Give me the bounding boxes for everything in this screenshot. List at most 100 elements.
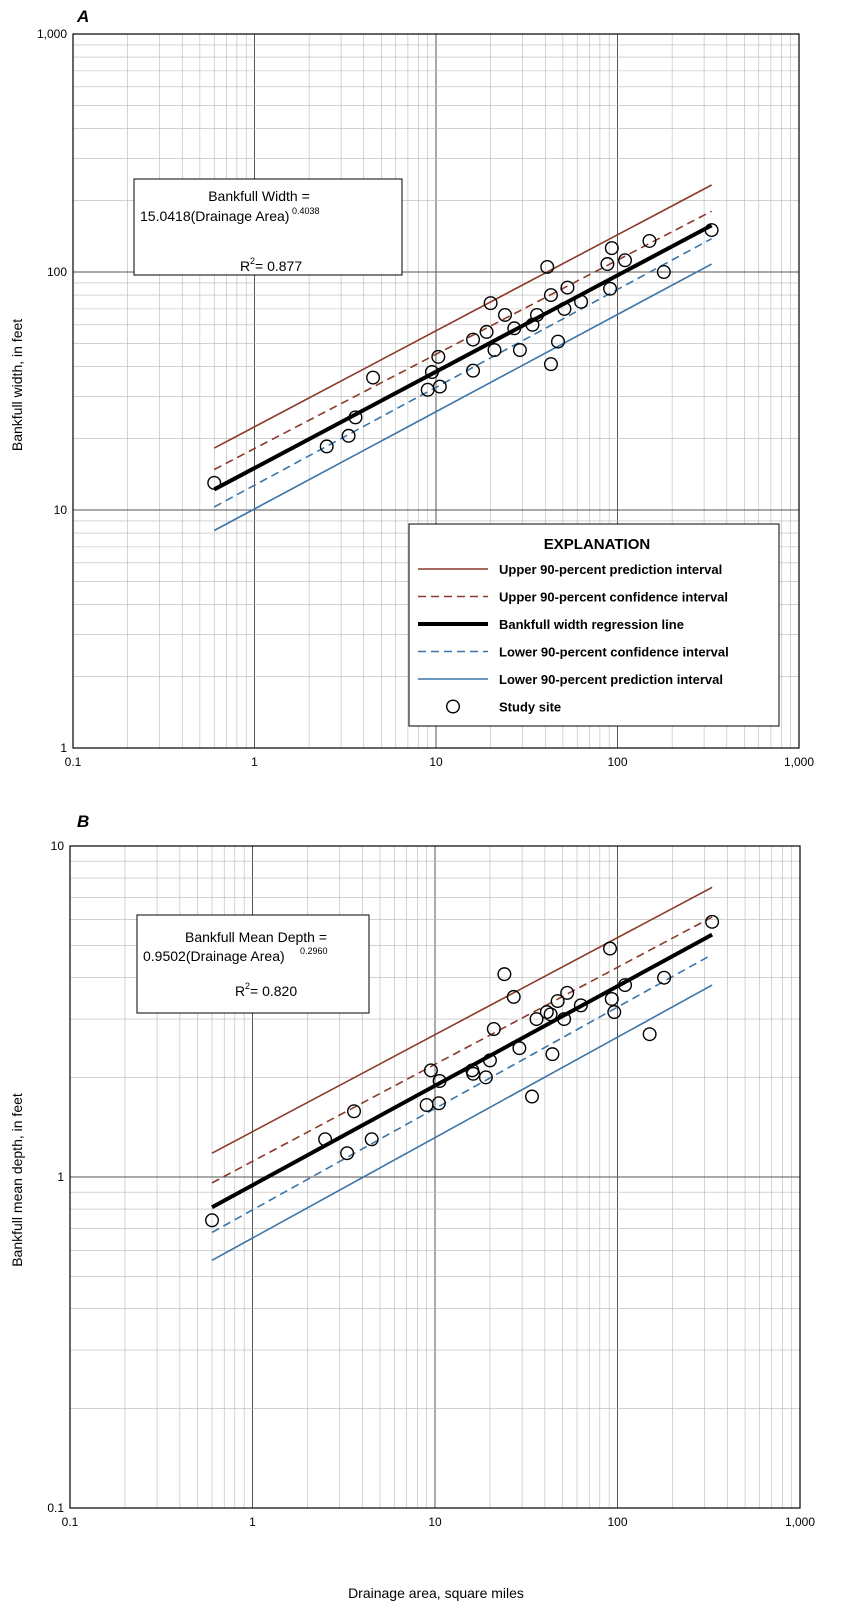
panel-a-x-tick-labels: 0.1 1 10 100 1,000 (65, 755, 815, 769)
panel-b-study-site-point (364, 1132, 379, 1147)
legend-item-label: Study site (499, 700, 561, 715)
panel-b-study-site-point (607, 1005, 622, 1020)
panel-b-study-site-point (431, 1096, 446, 1111)
panel-b-x-tick-label: 1,000 (785, 1515, 815, 1529)
panel-a-study-site-point (543, 357, 558, 372)
legend-explanation: EXPLANATION Upper 90-percent prediction … (408, 523, 780, 727)
panel-b: B 0.1 1 10 100 1,000 0.1 1 10 Bankfull mean de… (9, 812, 815, 1601)
panel-a-study-site-point (557, 301, 572, 316)
panel-a-study-site-point (560, 280, 575, 295)
panel-a-equation-line2: 15.0418(Drainage Area) (140, 208, 289, 224)
panel-a-r2-value: = 0.877 (255, 258, 302, 274)
panel-b-study-site-point (482, 1053, 497, 1068)
panel-b-study-site-point (486, 1021, 501, 1036)
panel-a-study-site-point (366, 370, 381, 385)
panel-a-study-site-point (704, 223, 719, 238)
panel-a-equation-box: Bankfull Width = 15.0418(Drainage Area) … (133, 178, 403, 276)
x-axis-label: Drainage area, square miles (348, 1585, 524, 1601)
panel-a-x-tick-label: 100 (607, 755, 627, 769)
panel-b-study-site-point (705, 914, 720, 929)
panel-a-study-site-point (529, 307, 544, 322)
panel-b-study-site-point (318, 1132, 333, 1147)
panel-b-x-tick-labels: 0.1 1 10 100 1,000 (62, 1515, 816, 1529)
panel-b-x-tick-label: 1 (249, 1515, 256, 1529)
panel-a-plot-frame (72, 33, 800, 749)
panel-b-study-site-point (603, 941, 618, 956)
legend-item-label: Upper 90-percent prediction interval (499, 562, 722, 577)
panel-a-study-site-point (603, 281, 618, 296)
panel-a-study-site-point (466, 332, 481, 347)
panel-a-series (213, 184, 713, 532)
panel-a-study-site-point (507, 321, 522, 336)
panel-a-study-site-point (432, 379, 447, 394)
panel-a-line-lower-ci (213, 238, 712, 508)
panel-a-line-upper-ci (213, 210, 712, 471)
panel-b-x-tick-label: 0.1 (62, 1515, 79, 1529)
panel-b-x-tick-label: 100 (607, 1515, 627, 1529)
panel-a-study-site-point (540, 259, 555, 274)
panel-a-equation-line1: Bankfull Width = (208, 188, 310, 204)
panel-b-study-site-point (618, 978, 633, 993)
panel-a-study-site-point (550, 334, 565, 349)
panel-b-points (205, 914, 720, 1228)
panel-a-study-site-point (207, 475, 222, 490)
panel-b-study-site-point (657, 970, 672, 985)
panel-a-r2-prefix: R (240, 258, 250, 274)
panel-a-x-tick-label: 0.1 (65, 755, 82, 769)
legend-item-label: Lower 90-percent confidence interval (499, 645, 729, 660)
panel-b-study-site-point (545, 1047, 560, 1062)
panel-b-line-upper-ci (211, 916, 713, 1184)
panel-a-study-site-point (479, 324, 494, 339)
panel-a-line-upper-pi (213, 184, 712, 449)
panel-b-study-site-point (642, 1027, 657, 1042)
panel-a-equation-exponent: 0.4038 (292, 206, 320, 216)
panel-b-study-site-point (506, 989, 521, 1004)
panel-a-x-tick-label: 10 (429, 755, 443, 769)
panel-a-line-lower-pi (213, 263, 712, 532)
panel-b-y-tick-label: 1 (57, 1170, 64, 1184)
panel-b-line-lower-ci (211, 953, 713, 1234)
panel-a-line-regression (213, 223, 713, 492)
panel-a-grid (72, 33, 800, 749)
panel-b-equation-line1: Bankfull Mean Depth = (185, 929, 327, 945)
panel-b-study-site-point (512, 1041, 527, 1056)
legend-item-label: Bankfull width regression line (499, 617, 684, 632)
panel-b-study-site-point (478, 1070, 493, 1085)
panel-b-study-site-point (497, 967, 512, 982)
panel-b-equation-box: Bankfull Mean Depth = 0.9502(Drainage Ar… (136, 914, 370, 1014)
panel-b-equation-line2: 0.9502(Drainage Area) (143, 948, 285, 964)
panel-b-y-tick-labels: 0.1 1 10 (47, 839, 64, 1515)
panel-a-study-site-point (483, 296, 498, 311)
panel-a-study-site-point (498, 307, 513, 322)
panel-b-study-site-point (466, 1066, 481, 1081)
panel-a-study-site-point (600, 257, 615, 272)
panel-b-letter: B (77, 812, 89, 831)
panel-b-study-site-point (573, 998, 588, 1013)
panel-a-y-tick-label: 1 (60, 741, 67, 755)
panel-b-r2-prefix: R (235, 983, 245, 999)
panel-b-study-site-point (560, 985, 575, 1000)
panel-a-y-tick-label: 10 (54, 503, 68, 517)
panel-b-study-site-point (557, 1012, 572, 1027)
panel-b-study-site-point (539, 1005, 554, 1020)
panel-b-plot-frame (69, 845, 801, 1509)
panel-b-line-lower-pi (211, 984, 713, 1262)
panel-b-study-site-point (529, 1012, 544, 1027)
panel-a-study-site-point (348, 410, 363, 425)
panel-a-study-site-point (543, 288, 558, 303)
legend-item-label: Lower 90-percent prediction interval (499, 672, 723, 687)
panel-a-study-site-point (604, 241, 619, 256)
legend-items: Upper 90-percent prediction interval Uppe… (418, 562, 729, 715)
panel-a-study-site-point (431, 349, 446, 364)
panel-b-y-tick-label: 0.1 (47, 1501, 64, 1515)
panel-b-line-upper-pi (211, 886, 713, 1154)
panel-a-study-site-point (424, 365, 439, 380)
panel-a-study-site-point (642, 233, 657, 248)
panel-a-study-site-point (487, 343, 502, 358)
panel-a-study-site-point (574, 294, 589, 309)
panel-b-study-site-point (423, 1063, 438, 1078)
panel-a-y-tick-label: 1,000 (37, 27, 67, 41)
panel-a-x-tick-label: 1 (251, 755, 258, 769)
